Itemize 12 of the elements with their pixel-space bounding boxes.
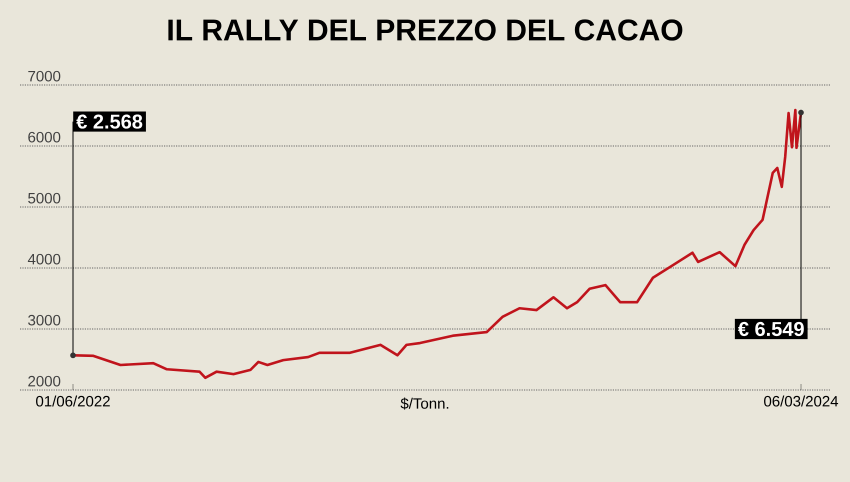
y-tick-label: 2000 xyxy=(28,376,60,386)
y-tick-label: 4000 xyxy=(28,254,60,264)
annotation: € 6.549 xyxy=(738,322,804,336)
y-tick-label: 6000 xyxy=(28,132,60,142)
y-tick-label: 3000 xyxy=(28,314,60,326)
chart-title: IL RALLY DEL PREZZO DEL CACAO xyxy=(168,19,682,41)
x-tick-label: 01/06/2022 xyxy=(36,396,110,407)
y-tick-label: 5000 xyxy=(28,192,60,204)
x-axis-title: $/Tonn. xyxy=(400,398,448,410)
annotation: € 2.568 xyxy=(76,114,142,129)
y-tick-label: 7000 xyxy=(28,70,60,82)
x-tick-label: 06/03/2024 xyxy=(764,396,838,407)
